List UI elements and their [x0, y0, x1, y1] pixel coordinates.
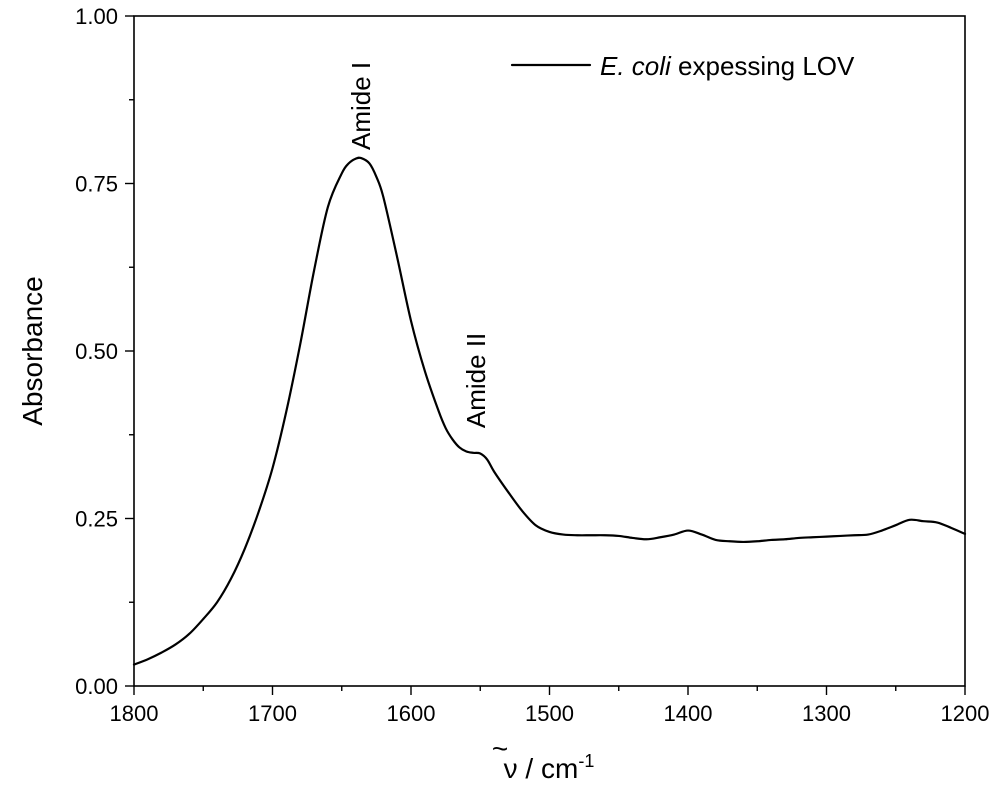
x-tick-label: 1600: [387, 701, 436, 726]
amide-ii-label: Amide II: [461, 333, 491, 428]
x-axis-unit: / cm: [518, 753, 579, 784]
x-tick-label: 1500: [525, 701, 574, 726]
x-axis-symbol-tilde: ~: [492, 733, 508, 764]
legend-label: E. coli expessing LOV: [600, 51, 855, 81]
x-axis-symbol: ν: [504, 753, 518, 784]
axis-tick-labels: 1800 1700 1600 1500 1400 1300 1200 0.00 0.25 0.50…: [75, 4, 989, 726]
amide-i-label: Amide I: [346, 62, 376, 150]
y-tick-label: 1.00: [75, 4, 118, 29]
peak-annotations: Amide I Amide II: [346, 62, 491, 428]
legend-label-rest: expessing LOV: [671, 51, 855, 81]
y-tick-label: 0.75: [75, 172, 118, 197]
x-tick-label: 1300: [802, 701, 851, 726]
y-tick-label: 0.50: [75, 339, 118, 364]
x-tick-label: 1700: [248, 701, 297, 726]
series-line-ecoli-lov: [132, 156, 967, 666]
x-tick-label: 1200: [941, 701, 990, 726]
y-tick-label: 0.00: [75, 674, 118, 699]
plot-area-border: [133, 15, 966, 687]
y-axis-title: Absorbance: [17, 276, 48, 425]
x-axis-title: ν / cm-1: [504, 751, 595, 784]
legend-label-italic: E. coli: [600, 51, 672, 81]
y-tick-label: 0.25: [75, 507, 118, 532]
plot-frame: [133, 15, 966, 687]
x-tick-label: 1800: [110, 701, 159, 726]
x-tick-label: 1400: [664, 701, 713, 726]
x-axis-unit-exponent: -1: [578, 751, 594, 771]
legend: E. coli expessing LOV: [510, 51, 855, 81]
axis-ticks: [125, 15, 966, 695]
series-layer: [132, 156, 967, 666]
